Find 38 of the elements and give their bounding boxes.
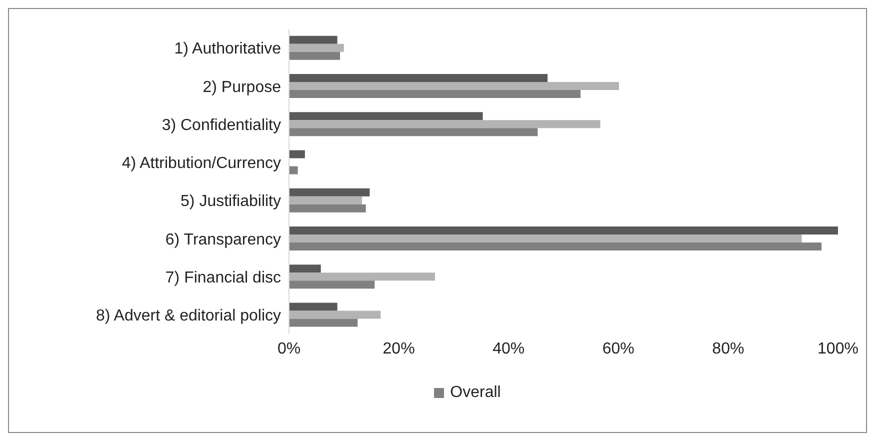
bar: [289, 234, 802, 242]
bar: [289, 44, 344, 52]
x-tick-label: 80%: [712, 340, 744, 358]
bar: [289, 120, 600, 128]
x-tick-label: 60%: [602, 340, 634, 358]
bar: [289, 280, 375, 289]
bar: [289, 188, 370, 196]
bar: [289, 52, 340, 60]
legend-label: Overall: [450, 384, 501, 402]
x-tick-label: 20%: [382, 340, 415, 358]
bar: [289, 272, 436, 281]
bar: [289, 82, 619, 90]
bar: [289, 204, 366, 212]
x-tick-label: 40%: [492, 340, 525, 358]
x-tick-label: 0%: [277, 340, 301, 358]
bar: [289, 242, 822, 250]
x-tick-label: 100%: [818, 340, 858, 358]
bar: [289, 196, 362, 204]
bar: [289, 310, 381, 319]
y-tick-label: 7) Financial disc: [165, 269, 281, 286]
bar: [289, 318, 358, 327]
bar: [289, 226, 838, 234]
bar: [289, 36, 338, 44]
y-tick-label: 5) Justifiability: [180, 193, 281, 210]
bar: [289, 166, 298, 174]
bar: [289, 90, 581, 98]
bar: [289, 74, 548, 82]
y-tick-label: 1) Authoritative: [174, 40, 282, 58]
y-tick-label: 8) Advert & editorial policy: [96, 308, 281, 325]
bar: [289, 112, 483, 120]
bar: [289, 302, 338, 311]
bar: [289, 150, 305, 158]
y-tick-label: 2) Purpose: [202, 78, 282, 96]
y-tick-label: 4) Attribution/Currency: [122, 155, 281, 172]
y-tick-label: 6) Transparency: [165, 231, 281, 248]
bar: [289, 264, 321, 273]
bar: [289, 128, 538, 136]
y-tick-label: 3) Confidentiality: [162, 116, 281, 134]
